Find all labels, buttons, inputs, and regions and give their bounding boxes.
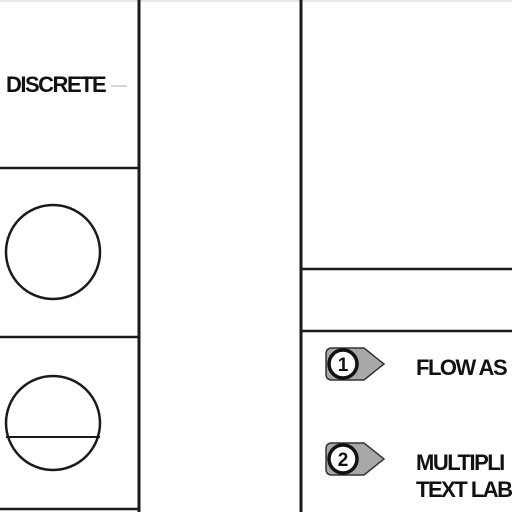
note-1-line-1: FLOW AS: [416, 355, 508, 380]
note-2-line-2: TEXT LAB: [416, 477, 512, 502]
note-1-text: FLOW AS: [416, 354, 508, 381]
note-tag-1-icon: 1: [325, 347, 386, 381]
circle-divided-icon: [4, 374, 102, 472]
note-2-text: MULTIPLI TEXT LAB: [416, 449, 512, 503]
note-2-line-1: MULTIPLI: [416, 450, 505, 475]
note-1-number: 1: [338, 355, 349, 376]
circle-icon: [4, 203, 102, 301]
note-2-number: 2: [338, 450, 349, 471]
note-tag-2-icon: 2: [325, 442, 386, 476]
discrete-label: DISCRETE: [6, 72, 107, 97]
